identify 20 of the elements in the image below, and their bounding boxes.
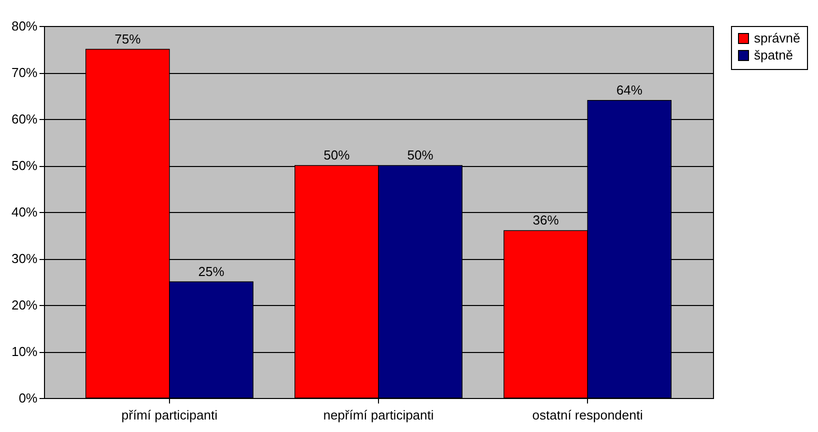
- y-tick-label: 30%: [11, 251, 38, 266]
- data-label: 25%: [198, 264, 225, 279]
- x-tick-label: ostatní respondenti: [532, 408, 643, 422]
- x-tick-label: přímí participanti: [121, 408, 218, 422]
- x-tick-label: nepřímí participanti: [323, 408, 434, 422]
- data-label: 36%: [532, 212, 560, 228]
- legend-label: špatně: [754, 48, 794, 62]
- legend-label: správně: [754, 30, 800, 46]
- data-label: 50%: [324, 148, 350, 162]
- y-tick-label: 20%: [11, 298, 38, 312]
- y-tick-label: 70%: [11, 65, 38, 80]
- y-tick-label: 60%: [11, 112, 38, 126]
- y-tick-label: 80%: [11, 18, 38, 34]
- data-label: 50%: [407, 148, 434, 162]
- y-tick-label: 10%: [11, 344, 38, 359]
- y-tick-label: 40%: [11, 204, 38, 220]
- data-label: 75%: [114, 31, 142, 46]
- y-tick-label: 0%: [18, 390, 38, 406]
- y-tick-label: 50%: [11, 158, 38, 173]
- data-label: 64%: [616, 82, 643, 98]
